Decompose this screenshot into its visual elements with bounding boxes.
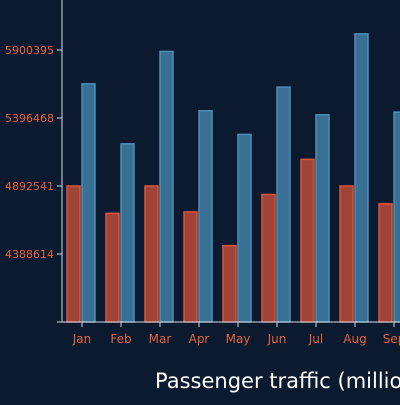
bar-feb-series-2 <box>120 143 135 323</box>
y-tick-label: 5900395 <box>5 44 54 57</box>
bars-group <box>66 33 400 323</box>
bar-sep-series-2 <box>393 111 400 323</box>
bar-mar-series-2 <box>159 50 174 323</box>
x-tick-label-apr: Apr <box>189 332 210 346</box>
bar-jan-series-1 <box>66 185 81 323</box>
x-tick-label-feb: Feb <box>110 332 131 346</box>
y-tick-label: 5396468 <box>5 112 54 125</box>
bar-jan-series-2 <box>81 83 96 323</box>
x-tick-label-sep: Sep <box>383 332 400 346</box>
bar-aug-series-2 <box>354 33 369 323</box>
x-tick-label-aug: Aug <box>343 332 366 346</box>
bar-feb-series-1 <box>105 212 120 323</box>
bar-apr-series-2 <box>198 110 213 323</box>
bar-jul-series-2 <box>315 114 330 323</box>
y-tick-group: 4388614 4892541 5396468 5900395 <box>5 44 62 261</box>
x-tick-label-jan: Jan <box>72 332 92 346</box>
x-tick-label-mar: Mar <box>149 332 172 346</box>
y-tick-label: 4892541 <box>5 180 54 193</box>
bar-may-series-2 <box>237 133 252 323</box>
bar-jun-series-1 <box>261 193 276 323</box>
bar-mar-series-1 <box>144 185 159 323</box>
bar-aug-series-1 <box>339 185 354 323</box>
bar-jun-series-2 <box>276 86 291 323</box>
bar-apr-series-1 <box>183 211 198 323</box>
bar-jul-series-1 <box>300 158 315 323</box>
bar-may-series-1 <box>222 244 237 323</box>
x-tick-label-jun: Jun <box>267 332 287 346</box>
x-tick-label-jul: Jul <box>308 332 323 346</box>
x-axis-title: Passenger traffic (millio <box>155 369 400 393</box>
x-tick-label-may: May <box>226 332 251 346</box>
bar-sep-series-1 <box>378 203 393 323</box>
x-tick-group: Jan Feb Mar Apr May Jun Jul Aug Sep <box>72 322 400 346</box>
y-tick-label: 4388614 <box>5 248 54 261</box>
